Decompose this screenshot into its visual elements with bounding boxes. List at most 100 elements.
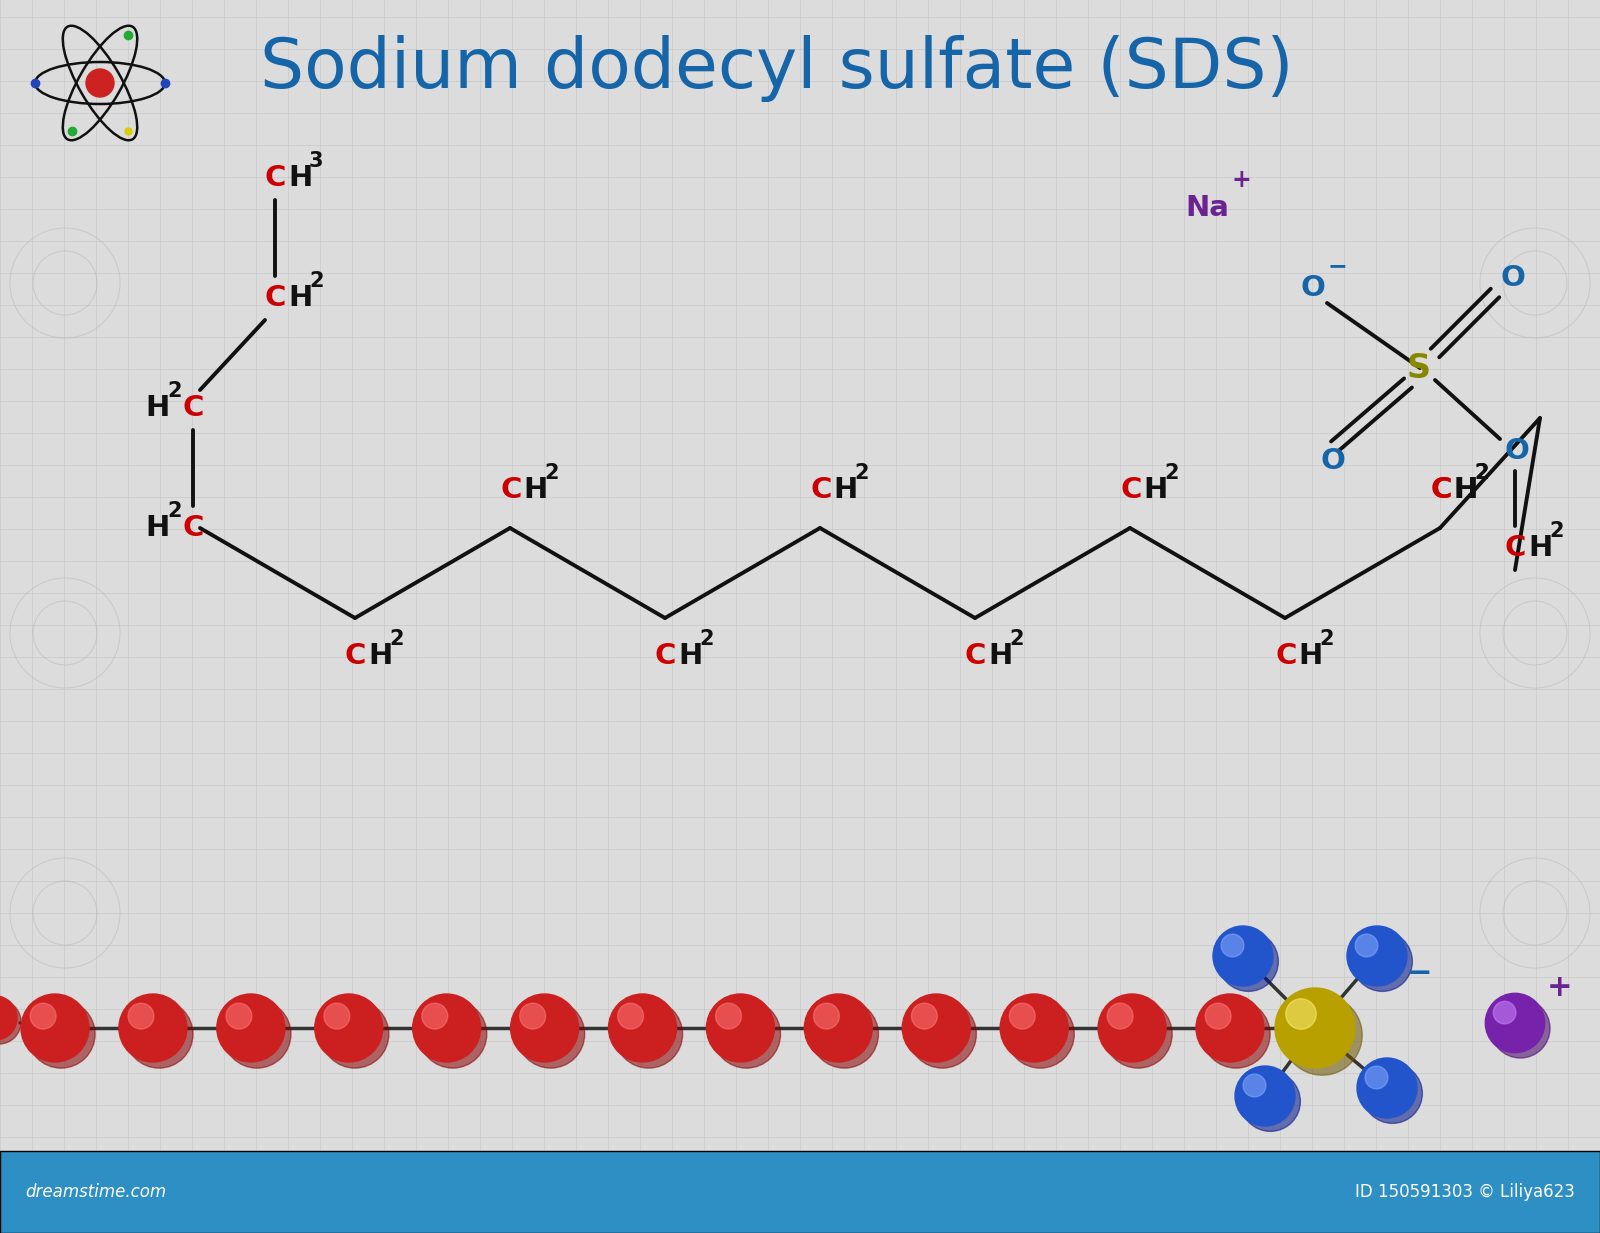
Circle shape — [1355, 935, 1378, 957]
Text: H: H — [1453, 476, 1477, 504]
Text: C: C — [182, 514, 205, 543]
Text: H: H — [523, 476, 547, 504]
Text: H: H — [1142, 476, 1168, 504]
Text: 2: 2 — [1474, 464, 1488, 483]
Circle shape — [1104, 1000, 1173, 1068]
Circle shape — [517, 1000, 584, 1068]
Circle shape — [712, 1000, 781, 1068]
Circle shape — [30, 1004, 56, 1030]
Circle shape — [1485, 994, 1544, 1053]
Circle shape — [1197, 994, 1264, 1062]
Text: C: C — [1506, 534, 1526, 562]
Circle shape — [715, 1004, 741, 1030]
Circle shape — [1275, 988, 1355, 1068]
Circle shape — [813, 1004, 840, 1030]
Text: +: + — [1232, 168, 1251, 192]
Circle shape — [1365, 1067, 1387, 1089]
Circle shape — [322, 1000, 389, 1068]
Text: 2: 2 — [699, 629, 714, 649]
Text: O: O — [1506, 436, 1530, 465]
Text: C: C — [1275, 642, 1296, 670]
Circle shape — [902, 994, 970, 1062]
Text: 2: 2 — [1165, 464, 1179, 483]
Text: 2: 2 — [1474, 464, 1488, 483]
Circle shape — [226, 1004, 251, 1030]
Circle shape — [125, 1000, 194, 1068]
Circle shape — [218, 994, 285, 1062]
Text: C: C — [182, 395, 205, 422]
Text: 2: 2 — [544, 464, 558, 483]
Circle shape — [1213, 926, 1274, 986]
Text: H: H — [989, 642, 1013, 670]
Circle shape — [1352, 931, 1413, 991]
Text: H: H — [1453, 476, 1477, 504]
Circle shape — [912, 1004, 938, 1030]
Circle shape — [323, 1004, 350, 1030]
Text: O: O — [1320, 448, 1346, 475]
Text: 2: 2 — [854, 464, 869, 483]
Circle shape — [1363, 1063, 1422, 1123]
Text: C: C — [266, 164, 286, 192]
Circle shape — [1357, 1058, 1418, 1118]
Circle shape — [1221, 935, 1243, 957]
Circle shape — [128, 1004, 154, 1030]
Circle shape — [707, 994, 774, 1062]
Circle shape — [118, 994, 187, 1062]
Text: C: C — [1430, 476, 1451, 504]
Text: 2: 2 — [1010, 629, 1024, 649]
Circle shape — [1098, 994, 1166, 1062]
Text: C: C — [499, 476, 522, 504]
Circle shape — [86, 69, 114, 97]
Circle shape — [1006, 1000, 1074, 1068]
Circle shape — [909, 1000, 976, 1068]
Text: −: − — [1408, 958, 1432, 988]
Text: ID 150591303 © Liliya623: ID 150591303 © Liliya623 — [1355, 1182, 1574, 1201]
Text: C: C — [965, 642, 986, 670]
Circle shape — [1282, 995, 1362, 1075]
Circle shape — [1202, 1000, 1270, 1068]
Circle shape — [811, 1000, 878, 1068]
Text: C: C — [266, 284, 286, 312]
FancyBboxPatch shape — [0, 1150, 1600, 1233]
Text: C: C — [654, 642, 677, 670]
Text: H: H — [834, 476, 858, 504]
Circle shape — [1010, 1004, 1035, 1030]
Text: C: C — [1430, 476, 1451, 504]
Circle shape — [1235, 1067, 1294, 1126]
Text: H: H — [1528, 534, 1552, 562]
Text: 2: 2 — [389, 629, 403, 649]
Circle shape — [0, 996, 18, 1041]
Circle shape — [520, 1004, 546, 1030]
Circle shape — [1240, 1071, 1301, 1132]
Text: −: − — [1326, 254, 1347, 277]
Text: O: O — [1501, 264, 1525, 292]
Circle shape — [1243, 1074, 1266, 1097]
Circle shape — [1107, 1004, 1133, 1030]
Circle shape — [419, 1000, 486, 1068]
Text: 2: 2 — [309, 271, 323, 291]
Circle shape — [510, 994, 579, 1062]
Circle shape — [1000, 994, 1069, 1062]
Circle shape — [27, 1000, 94, 1068]
Circle shape — [1347, 926, 1406, 986]
Text: C: C — [1120, 476, 1141, 504]
Text: dreamstime.com: dreamstime.com — [26, 1182, 166, 1201]
Circle shape — [1219, 931, 1278, 991]
Circle shape — [805, 994, 872, 1062]
Circle shape — [608, 994, 677, 1062]
Circle shape — [413, 994, 480, 1062]
Circle shape — [1491, 999, 1550, 1058]
Circle shape — [21, 994, 90, 1062]
Circle shape — [1205, 1004, 1230, 1030]
Circle shape — [1493, 1001, 1515, 1023]
Text: +: + — [1547, 974, 1573, 1002]
Circle shape — [614, 1000, 683, 1068]
Circle shape — [1286, 999, 1317, 1030]
Text: H: H — [146, 514, 170, 543]
Circle shape — [315, 994, 382, 1062]
Text: 3: 3 — [309, 150, 323, 171]
Text: H: H — [368, 642, 392, 670]
Circle shape — [222, 1000, 291, 1068]
Text: 2: 2 — [166, 381, 181, 401]
Text: 2: 2 — [1549, 522, 1563, 541]
